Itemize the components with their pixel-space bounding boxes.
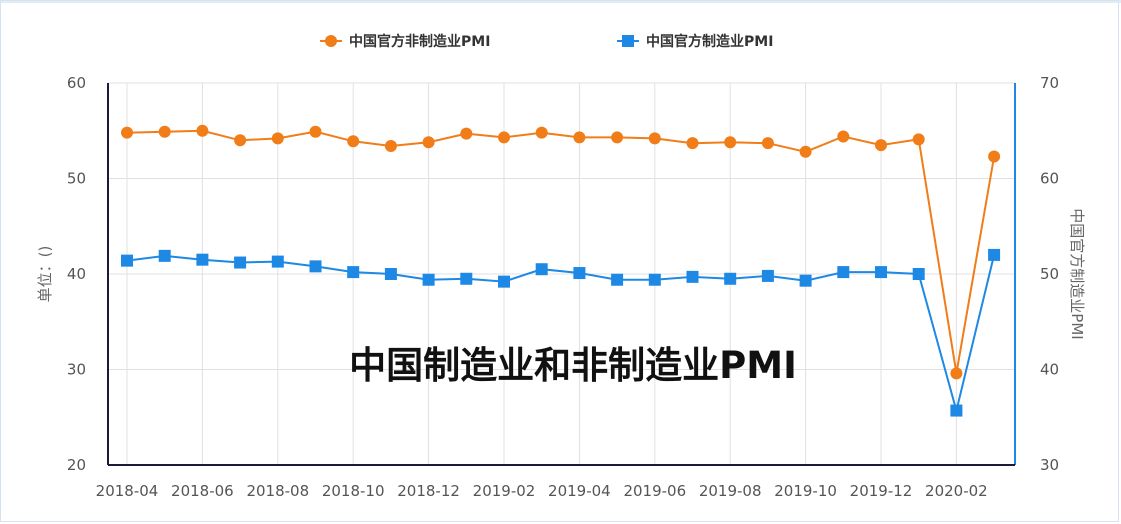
series-1-point[interactable] bbox=[573, 131, 586, 144]
series-2-point[interactable] bbox=[121, 254, 133, 267]
left-y-tick-label: 40 bbox=[67, 265, 86, 283]
series-2-point[interactable] bbox=[799, 274, 812, 287]
legend-item-2[interactable]: 中国官方制造业PMI bbox=[617, 33, 773, 50]
series-1-point[interactable] bbox=[648, 132, 661, 145]
series-1-point[interactable] bbox=[498, 131, 510, 144]
series-2-point[interactable] bbox=[271, 255, 284, 268]
series-1-point[interactable] bbox=[422, 136, 435, 149]
series-2-point[interactable] bbox=[837, 266, 850, 279]
series-2-point[interactable] bbox=[988, 248, 1001, 261]
left-y-tick-labels: 20 30 40 50 60 bbox=[67, 74, 86, 474]
left-y-tick-label: 30 bbox=[67, 361, 86, 379]
series-1-line bbox=[126, 129, 996, 374]
series-1-point[interactable] bbox=[384, 140, 397, 153]
series-1 bbox=[121, 124, 1001, 380]
series-1-point[interactable] bbox=[347, 135, 360, 148]
x-tick-labels: 2018-04 2018-06 2018-08 2018-10 2018-12 2019-… bbox=[96, 482, 988, 500]
series-2 bbox=[121, 248, 1001, 417]
series-2-point[interactable] bbox=[460, 272, 473, 285]
frame-top-band bbox=[0, 0, 1121, 3]
x-tick-label: 2018-04 bbox=[96, 482, 159, 500]
series-2-point[interactable] bbox=[196, 253, 209, 266]
series-1-point[interactable] bbox=[799, 145, 812, 158]
series-2-point[interactable] bbox=[686, 270, 699, 283]
x-tick-label: 2019-08 bbox=[699, 482, 762, 500]
legend-circle-marker-icon bbox=[325, 35, 337, 47]
series-2-point[interactable] bbox=[573, 267, 586, 280]
series-2-point[interactable] bbox=[347, 266, 360, 279]
right-y-axis-title: 中国官方制造业PMI bbox=[1068, 208, 1086, 339]
series-2-point[interactable] bbox=[309, 260, 322, 273]
series-1-point[interactable] bbox=[535, 126, 548, 139]
series-2-line bbox=[126, 254, 996, 415]
series-2-point[interactable] bbox=[158, 249, 171, 262]
series-1-point[interactable] bbox=[761, 137, 774, 150]
x-tick-label: 2018-12 bbox=[397, 482, 460, 500]
series-1-point[interactable] bbox=[686, 137, 699, 150]
series-1-point[interactable] bbox=[309, 125, 322, 138]
axes bbox=[107, 83, 1016, 466]
right-y-tick-label: 60 bbox=[1040, 170, 1059, 188]
x-tick-label: 2018-10 bbox=[322, 482, 385, 500]
series-2-point[interactable] bbox=[498, 275, 510, 288]
series-1-point[interactable] bbox=[950, 367, 963, 380]
left-y-axis-title: 单位：() bbox=[36, 246, 54, 303]
x-tick-label: 2018-06 bbox=[171, 482, 234, 500]
legend-item-1[interactable]: 中国官方非制造业PMI bbox=[320, 33, 490, 50]
series-1-point[interactable] bbox=[724, 136, 737, 149]
left-y-tick-label: 60 bbox=[67, 74, 86, 92]
x-tick-label: 2020-02 bbox=[925, 482, 988, 500]
series-2-point[interactable] bbox=[761, 269, 774, 282]
series-layer bbox=[121, 124, 1001, 417]
series-1-point[interactable] bbox=[988, 150, 1001, 163]
series-2-point[interactable] bbox=[950, 404, 963, 417]
x-tick-label: 2019-04 bbox=[548, 482, 611, 500]
series-1-point[interactable] bbox=[234, 134, 247, 147]
x-tick-label: 2019-12 bbox=[850, 482, 913, 500]
legend[interactable]: 中国官方非制造业PMI 中国官方制造业PMI bbox=[320, 33, 773, 50]
right-y-tick-label: 40 bbox=[1040, 361, 1059, 379]
right-y-tick-label: 50 bbox=[1040, 265, 1059, 283]
series-1-point[interactable] bbox=[271, 132, 284, 145]
series-2-point[interactable] bbox=[724, 272, 737, 285]
right-y-tick-label: 30 bbox=[1040, 456, 1059, 474]
series-1-point[interactable] bbox=[611, 131, 624, 144]
series-1-point[interactable] bbox=[912, 133, 925, 146]
right-y-tick-labels: 30 40 50 60 70 bbox=[1040, 74, 1059, 474]
series-2-point[interactable] bbox=[422, 273, 435, 286]
x-tick-label: 2018-08 bbox=[246, 482, 309, 500]
series-2-point[interactable] bbox=[648, 273, 661, 286]
series-2-point[interactable] bbox=[875, 266, 887, 279]
series-2-point[interactable] bbox=[611, 273, 624, 286]
left-y-tick-label: 50 bbox=[67, 170, 86, 188]
series-1-point[interactable] bbox=[460, 127, 473, 140]
left-y-tick-label: 20 bbox=[67, 456, 86, 474]
legend-label: 中国官方非制造业PMI bbox=[349, 33, 490, 50]
right-y-tick-label: 70 bbox=[1040, 74, 1059, 92]
series-1-point[interactable] bbox=[121, 126, 133, 139]
series-1-point[interactable] bbox=[837, 130, 850, 143]
series-2-point[interactable] bbox=[234, 256, 247, 269]
series-1-point[interactable] bbox=[875, 139, 887, 152]
series-1-point[interactable] bbox=[158, 125, 171, 138]
x-tick-label: 2019-06 bbox=[623, 482, 686, 500]
series-2-point[interactable] bbox=[384, 268, 397, 280]
x-tick-label: 2019-02 bbox=[473, 482, 536, 500]
legend-square-marker-icon bbox=[622, 35, 634, 47]
series-2-point[interactable] bbox=[912, 268, 925, 280]
legend-label: 中国官方制造业PMI bbox=[646, 33, 773, 50]
series-1-point[interactable] bbox=[196, 124, 209, 137]
series-2-point[interactable] bbox=[535, 263, 548, 276]
x-tick-label: 2019-10 bbox=[774, 482, 837, 500]
chart-title: 中国制造业和非制造业PMI bbox=[349, 344, 797, 387]
